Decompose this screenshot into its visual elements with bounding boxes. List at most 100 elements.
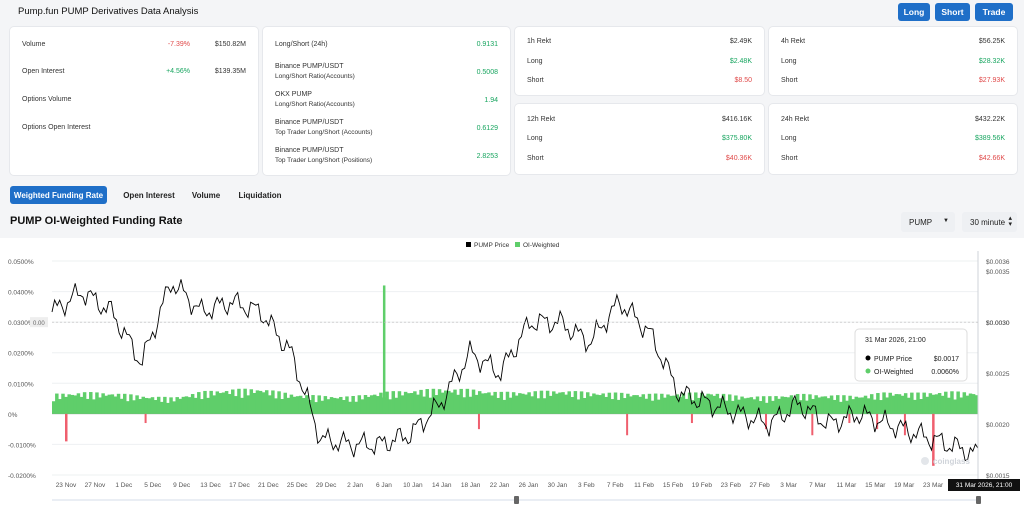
x-tick-label: 3 Feb [578,482,595,489]
oi-weighted-bar [363,395,368,414]
rekt-short-row: Short $27.93K [781,77,1005,84]
oi-weighted-bar [64,396,68,414]
oi-weighted-bar [147,398,152,414]
oi-weighted-bar [832,399,837,414]
oi-weighted-bar [181,396,186,414]
y-tick-label: 0.0400% [8,290,34,297]
oi-weighted-bar [320,400,325,414]
overview-row-options-volume: Options Volume [22,96,246,103]
oi-weighted-bar [928,393,933,414]
rekt-card-1h: 1h Rekt $2.49K Long $2.48K Short $8.50 [515,27,764,95]
oi-weighted-spike [65,413,68,442]
oi-weighted-bar [468,396,473,414]
oi-weighted-bar [246,395,250,414]
ratio-title: Binance PUMP/USDT [275,147,344,154]
ratio-value: 0.9131 [476,41,498,48]
oi-weighted-bar [521,393,525,414]
x-tick-label: 27 Feb [750,482,771,489]
oi-weighted-bar [292,396,297,414]
oi-weighted-bar [218,393,223,414]
oi-weighted-bar [910,392,914,414]
oi-weighted-bar [539,390,544,414]
oi-weighted-bar [234,396,238,414]
oi-weighted-bar [882,392,886,414]
trade-button[interactable]: Trade [975,3,1013,21]
oi-weighted-bar [690,400,695,414]
oi-weighted-bar [283,392,287,414]
oi-weighted-bar [666,394,670,414]
oi-weighted-bar [663,397,667,414]
oi-weighted-bar [869,394,874,414]
oi-weighted-bar [808,394,812,414]
oi-weighted-bar [873,399,877,414]
oi-weighted-bar [703,395,707,414]
ratio-title: Binance PUMP/USDT [275,63,344,70]
x-tick-label: 10 Jan [403,482,423,489]
x-tick-label: 11 Mar [837,482,858,489]
overview-change: -7.39% [167,41,190,48]
rekt-long-label: Long [527,58,543,65]
rekt-short-label: Short [527,155,544,162]
oi-weighted-bar [555,393,559,414]
oi-weighted-bar [410,393,414,414]
rekt-short-label: Short [527,77,544,84]
x-tick-label: 22 Jan [490,482,510,489]
oi-weighted-bar [533,391,538,414]
oi-weighted-bar [428,397,433,414]
oi-weighted-bar [900,395,905,414]
oi-weighted-bar [839,401,843,414]
interval-select[interactable]: 30 minute ▴ ▾ [962,212,1017,232]
oi-weighted-bar [944,391,948,414]
tab-liquidation[interactable]: Liquidation [238,190,282,200]
rekt-short-label: Short [781,77,798,84]
oi-weighted-bar [477,391,482,414]
oi-weighted-bar [582,397,587,414]
rekt-total: $2.49K [729,38,752,45]
oi-weighted-bar [335,398,340,414]
tooltip-price-dot [865,355,871,361]
oi-weighted-bar [104,395,108,414]
oi-weighted-bar [243,388,247,414]
oi-weighted-bar [552,391,556,414]
oi-weighted-bar [629,396,633,414]
oi-weighted-bar [141,396,145,414]
oi-weighted-bar [675,394,679,414]
oi-weighted-bar [82,392,87,414]
oi-weighted-bar [388,399,392,414]
oi-weighted-bar [302,398,306,414]
oi-weighted-bar [965,395,970,414]
rekt-total: $56.25K [978,38,1005,45]
oi-weighted-bar [163,396,167,414]
oi-weighted-bar [863,395,868,414]
oi-weighted-bar [261,392,266,414]
funding-rate-chart[interactable]: 0.0500% 0.0400% 0.0300% 0.0200% 0.0100% 0% -0.… [0,238,1024,505]
symbol-select[interactable]: PUMP ▼ [901,212,955,232]
oi-weighted-bar [406,393,411,414]
x-tick-label: 30 Jan [548,482,568,489]
tab-volume[interactable]: Volume [191,190,221,200]
long-button[interactable]: Long [898,3,930,21]
tab-weighted-funding-rate[interactable]: Weighted Funding Rate [10,186,107,204]
oi-weighted-bar [518,393,522,414]
ratio-title: Binance PUMP/USDT [275,119,344,126]
oi-weighted-bar [940,395,945,414]
short-button[interactable]: Short [935,3,970,21]
oi-weighted-bar [249,389,254,414]
oi-weighted-bar [178,398,183,414]
oi-weighted-bar [854,396,859,414]
oi-weighted-bar [403,391,408,414]
oi-weighted-bar [212,395,216,414]
oi-weighted-bar [626,393,630,414]
oi-weighted-bar [79,396,84,414]
oi-weighted-bar [959,397,963,414]
oi-weighted-bar [836,395,840,414]
y-right-tick-label: $0.0035 [986,269,1010,276]
oi-weighted-bar [842,395,846,414]
tab-open-interest[interactable]: Open Interest [123,190,175,200]
oi-weighted-bar [187,397,192,414]
oi-weighted-bar [669,395,673,414]
rekt-total-row: 4h Rekt $56.25K [781,38,1005,45]
rekt-total-row: 24h Rekt $432.22K [781,116,1005,123]
oi-weighted-bar [765,402,769,414]
legend-swatch-price [466,242,471,247]
